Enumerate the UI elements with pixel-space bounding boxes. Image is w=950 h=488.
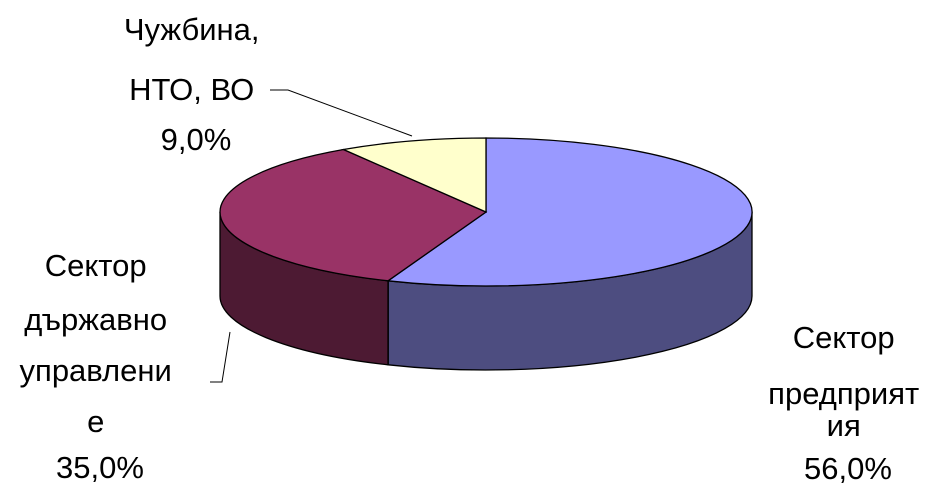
pie-slice-foreign — [341, 137, 487, 213]
slice-value-label: 9,0% — [161, 122, 232, 157]
slice-label-line: е — [87, 404, 104, 439]
slice-label-line: Сектор — [45, 248, 147, 283]
pie-top-faces — [219, 137, 753, 287]
slice-label-line: НТО, ВО — [129, 72, 254, 107]
slice-label-foreign: Чужбина, НТО, ВО 9,0% — [124, 12, 268, 157]
pie-slice-government — [219, 148, 488, 282]
slice-label-line: Чужбина, — [124, 12, 260, 47]
slice-label-line: ия — [827, 408, 861, 443]
slice-value-label: 35,0% — [56, 450, 144, 485]
leader-line-foreign — [270, 89, 413, 137]
slice-label-enterprise: Сектор предприят ия 56,0% — [768, 320, 928, 486]
leader-line-government — [210, 331, 231, 383]
slice-label-line: управлени — [20, 353, 172, 388]
slice-label-government: Сектор държавно управлени е 35,0% — [20, 248, 181, 485]
slice-label-line: Сектор — [793, 320, 895, 355]
pie-slice-enterprise — [386, 137, 753, 287]
slice-label-line: държавно — [24, 302, 167, 337]
slice-label-line: предприят — [768, 376, 919, 411]
slice-value-label: 56,0% — [804, 451, 892, 486]
